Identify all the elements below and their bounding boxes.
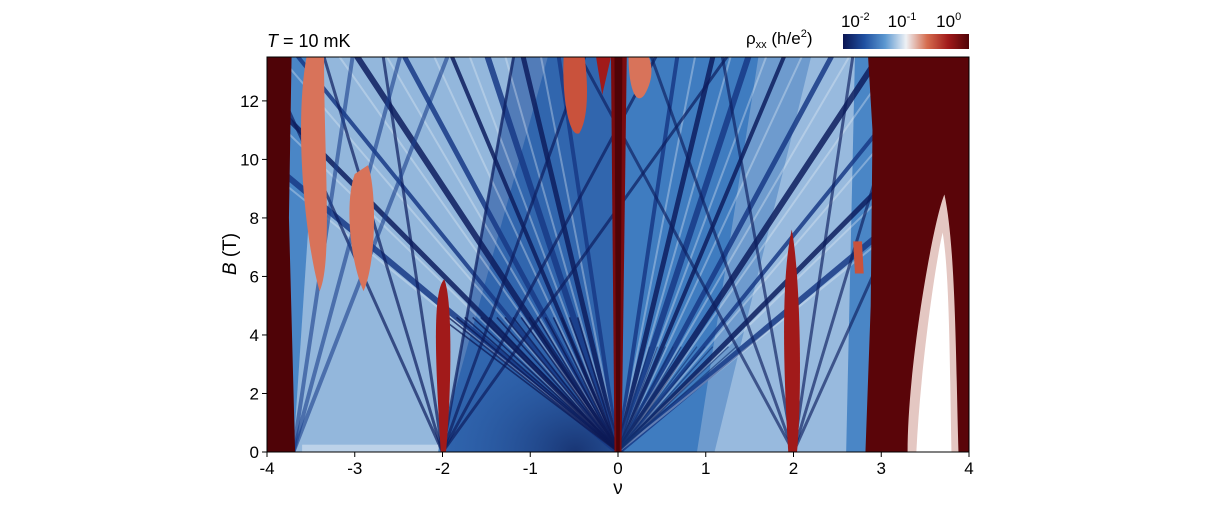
heatmap-region	[302, 444, 439, 452]
colorbar-label: ρxx (h/e2)	[746, 28, 813, 51]
heatmap-region	[618, 57, 812, 452]
fan-line	[617, 346, 722, 452]
fan-line	[617, 346, 666, 452]
colorbar	[843, 34, 969, 49]
fan-line	[649, 57, 795, 452]
fan-line	[480, 316, 619, 452]
x-tick-label: 2	[789, 459, 798, 478]
fan-line	[468, 57, 619, 452]
fan-line	[544, 317, 619, 452]
colorbar-tick-label: 10-1	[888, 11, 917, 31]
insulating-peak-nu-0	[614, 57, 623, 452]
fan-line	[539, 57, 619, 452]
chart-title: T = 10 mK	[267, 31, 351, 51]
insulating-peak-nu-minus-2	[435, 279, 451, 452]
fan-line	[616, 57, 786, 452]
x-tick-label: -2	[435, 459, 450, 478]
fan-line	[617, 346, 714, 452]
y-tick-label: 6	[250, 267, 259, 286]
resistive-feature	[853, 241, 864, 274]
x-tick-label: 3	[877, 459, 886, 478]
fan-line	[447, 316, 619, 452]
y-tick-label: 8	[250, 209, 259, 228]
fan-line	[464, 316, 619, 452]
fan-line	[617, 346, 706, 452]
fan-line	[617, 346, 682, 452]
resistive-feature	[596, 57, 611, 96]
fan-line	[617, 346, 659, 452]
fan-line	[520, 57, 621, 452]
heatmap-region	[916, 232, 952, 452]
fan-line	[528, 316, 619, 452]
fan-line	[488, 316, 619, 452]
fan-line	[617, 57, 803, 452]
fan-line	[291, 57, 402, 452]
fan-line	[615, 57, 716, 452]
fan-line	[520, 316, 619, 452]
fan-line	[433, 57, 619, 452]
fan-line	[441, 57, 516, 452]
x-axis-ticks: -4 -3 -2 -1 0 1 2 3 4	[259, 452, 974, 478]
fan-line	[576, 317, 619, 452]
x-tick-label: -3	[347, 459, 362, 478]
insulating-region-nu-minus-4	[267, 57, 296, 452]
fan-line	[792, 57, 855, 452]
fan-line	[617, 168, 969, 452]
colorbar-tick-label: 10-2	[841, 11, 870, 31]
resistive-feature	[349, 165, 375, 292]
fan-line	[512, 316, 619, 452]
fan-line	[617, 57, 697, 452]
fan-line	[456, 316, 619, 452]
resistive-feature	[301, 57, 327, 292]
heatmap-plot-area	[267, 57, 969, 452]
fan-line	[267, 93, 621, 452]
fan-line	[439, 316, 619, 452]
x-axis-label: ν	[613, 478, 623, 499]
y-tick-label: 10	[240, 150, 259, 169]
y-tick-label: 4	[250, 326, 259, 345]
fan-line	[617, 57, 851, 452]
x-tick-label: 4	[964, 459, 973, 478]
fan-line	[615, 57, 834, 452]
fan-line	[296, 57, 620, 452]
fan-line	[381, 57, 444, 452]
fan-line	[617, 346, 690, 452]
fan-line	[615, 57, 752, 452]
fan-line	[556, 57, 620, 452]
fan-line	[441, 57, 587, 452]
fan-line	[496, 316, 619, 452]
resistive-feature	[563, 57, 588, 134]
fan-line	[617, 346, 730, 452]
fan-line	[616, 57, 680, 452]
fan-line	[720, 57, 795, 452]
fan-line	[552, 317, 619, 452]
y-tick-label: 12	[240, 92, 259, 111]
y-tick-label: 2	[250, 384, 259, 403]
y-axis-ticks: 0 2 4 6 8 10 12	[240, 92, 267, 462]
fan-line	[617, 346, 737, 452]
fan-line	[536, 316, 619, 452]
fan-line	[560, 317, 619, 452]
fan-line	[617, 346, 674, 452]
fan-line	[472, 316, 619, 452]
fan-line	[484, 57, 621, 452]
resistive-feature	[628, 57, 652, 99]
fan-line	[615, 57, 882, 452]
insulating-peak-nu-2	[784, 229, 800, 452]
y-tick-label: 0	[250, 443, 259, 462]
fan-line	[385, 57, 619, 452]
x-tick-label: -4	[259, 459, 274, 478]
fan-line	[617, 346, 698, 452]
y-axis-label: B (T)	[220, 233, 241, 275]
x-tick-label: 1	[701, 459, 710, 478]
fan-line	[568, 317, 619, 452]
fan-line	[504, 316, 619, 452]
colorbar-tick-label: 100	[936, 11, 961, 31]
x-tick-label: -1	[523, 459, 538, 478]
x-tick-label: 0	[613, 459, 622, 478]
colorbar-tick-labels: 10-2 10-1 100	[841, 11, 961, 31]
fan-line	[617, 346, 651, 452]
fan-line	[441, 57, 729, 452]
